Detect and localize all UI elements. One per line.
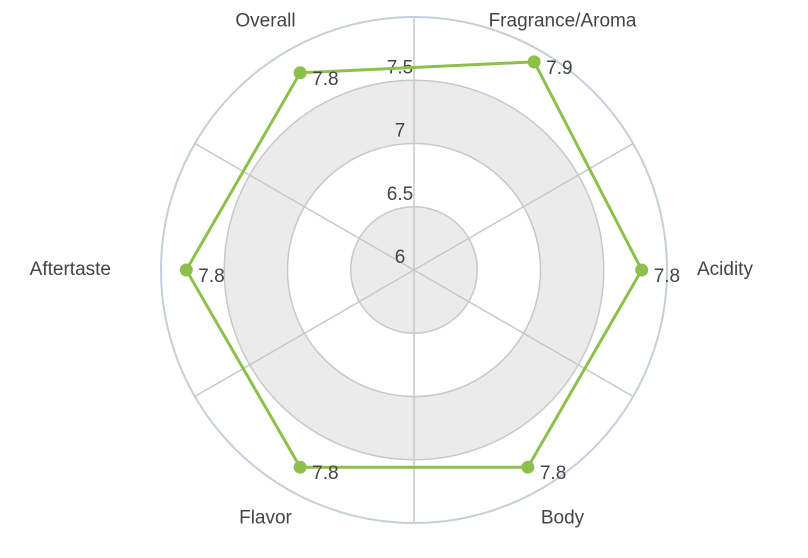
value-label: 7.8 [312,463,338,484]
value-label: 7.8 [654,266,680,287]
r-tick-label: 6 [395,247,406,268]
value-label: 7.8 [540,463,566,484]
category-label: Acidity [697,259,753,280]
data-point [179,263,193,277]
data-point [635,263,649,277]
spoke [194,142,415,271]
r-tick-label: 7 [395,121,406,142]
category-label: Aftertaste [30,259,111,280]
data-point [293,66,307,80]
r-tick-label: 6.5 [387,184,413,205]
spoke [413,269,634,398]
data-point [521,460,535,474]
spoke [413,142,634,271]
data-point [293,460,307,474]
data-point [527,55,541,69]
value-label: 7.8 [312,69,338,90]
category-label: Fragrance/Aroma [489,11,637,32]
category-label: Body [541,507,585,528]
value-label: 7.9 [546,58,572,79]
category-label: Overall [235,11,295,32]
category-label: Flavor [239,507,292,528]
value-label: 7.8 [198,266,224,287]
spoke [194,269,415,398]
